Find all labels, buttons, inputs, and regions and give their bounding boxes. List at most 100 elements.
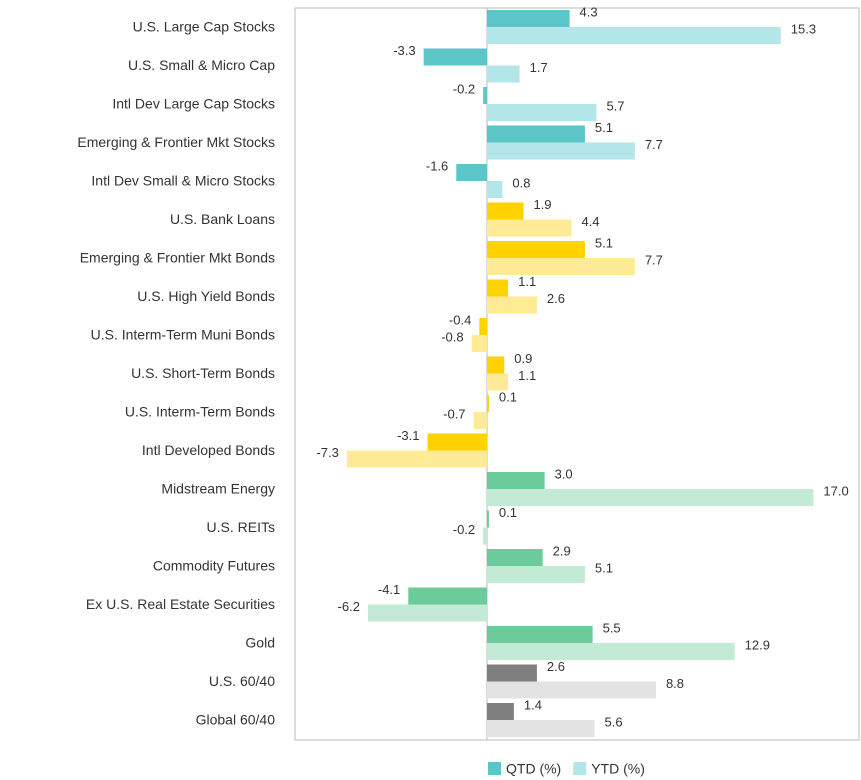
bar (487, 202, 524, 220)
value-label: 2.6 (547, 659, 565, 674)
legend-label: QTD (%) (506, 761, 561, 777)
bar (487, 65, 520, 83)
bar (487, 472, 545, 489)
bar (487, 510, 489, 528)
bar (487, 373, 509, 391)
bar (456, 164, 487, 181)
value-label: 5.5 (603, 620, 621, 635)
bar (487, 549, 543, 566)
category-label: Gold (245, 635, 275, 651)
bar (487, 566, 585, 583)
bar (487, 356, 505, 374)
bar (471, 335, 487, 352)
value-label: 0.1 (499, 505, 517, 520)
category-label: Intl Dev Large Cap Stocks (112, 96, 275, 112)
bar (487, 104, 597, 121)
bar (487, 125, 585, 143)
value-label: 1.9 (533, 197, 551, 212)
bar (487, 489, 814, 506)
value-label: 2.6 (547, 291, 565, 306)
value-label: -6.2 (338, 599, 360, 614)
bar (487, 681, 656, 699)
value-label: 0.8 (512, 175, 530, 190)
value-label: 2.9 (553, 543, 571, 558)
category-label: U.S. Large Cap Stocks (133, 19, 275, 35)
value-label: 7.7 (645, 137, 663, 152)
value-label: -3.1 (397, 428, 419, 443)
category-label: U.S. REITs (207, 519, 275, 535)
bar (487, 219, 572, 237)
category-label: Global 60/40 (196, 712, 276, 728)
category-label: U.S. High Yield Bonds (137, 288, 275, 304)
value-label: 5.1 (595, 560, 613, 575)
value-label: 5.1 (595, 235, 613, 250)
bar (487, 296, 537, 314)
bar (483, 87, 487, 104)
value-label: 8.8 (666, 676, 684, 691)
bar (487, 720, 595, 737)
category-label: U.S. Small & Micro Cap (128, 57, 275, 73)
bar (479, 318, 487, 335)
bar (483, 527, 487, 545)
bar (487, 395, 489, 412)
value-label: -0.7 (443, 406, 465, 421)
bar (408, 587, 487, 605)
value-label: 15.3 (791, 21, 816, 36)
category-label: U.S. Interm-Term Muni Bonds (91, 327, 275, 343)
value-label: 3.0 (555, 466, 573, 481)
category-label: Emerging & Frontier Mkt Stocks (77, 134, 275, 150)
bar (487, 27, 781, 44)
value-label: 5.6 (605, 714, 623, 729)
category-label: U.S. Short-Term Bonds (131, 365, 275, 381)
bar (487, 279, 509, 297)
bar (427, 433, 487, 451)
plot-frame (294, 7, 860, 741)
value-label: 1.1 (518, 368, 536, 383)
value-label: -0.2 (453, 81, 475, 96)
bar (487, 626, 593, 643)
bar (487, 10, 570, 27)
value-label: 12.9 (745, 637, 770, 652)
value-label: 5.1 (595, 120, 613, 135)
category-label: Emerging & Frontier Mkt Bonds (80, 250, 275, 266)
bar (487, 181, 503, 198)
value-label: -1.6 (426, 158, 448, 173)
bar (487, 241, 585, 258)
legend-label: YTD (%) (591, 761, 645, 777)
bar (473, 412, 487, 429)
value-label: -7.3 (316, 445, 338, 460)
category-label: Commodity Futures (153, 558, 275, 574)
category-label: U.S. Interm-Term Bonds (125, 404, 275, 420)
category-label: Intl Developed Bonds (142, 442, 275, 458)
value-label: -4.1 (378, 582, 400, 597)
category-label: Midstream Energy (161, 481, 275, 497)
legend-swatch (573, 762, 587, 775)
value-label: 0.1 (499, 389, 517, 404)
category-label: Ex U.S. Real Estate Securities (86, 596, 275, 612)
legend-swatch (488, 762, 501, 775)
bar (487, 664, 537, 682)
bar (487, 643, 735, 660)
category-label: U.S. Bank Loans (170, 211, 275, 227)
bar (367, 604, 487, 622)
value-label: -3.3 (393, 43, 415, 58)
value-label: 5.7 (606, 98, 624, 113)
category-label: Intl Dev Small & Micro Stocks (91, 173, 275, 189)
value-label: 4.3 (580, 4, 598, 19)
value-label: 0.9 (514, 351, 532, 366)
value-label: 7.7 (645, 252, 663, 267)
bar (487, 703, 514, 720)
value-label: -0.8 (441, 329, 463, 344)
value-label: -0.2 (453, 522, 475, 537)
bar (423, 48, 487, 66)
bar (487, 142, 635, 160)
category-label: U.S. 60/40 (209, 673, 275, 689)
value-label: 1.1 (518, 274, 536, 289)
value-label: 4.4 (581, 214, 599, 229)
bar (487, 258, 635, 275)
bar (346, 450, 487, 468)
value-label: 1.4 (524, 697, 542, 712)
value-label: -0.4 (449, 312, 471, 327)
value-label: 1.7 (530, 60, 548, 75)
